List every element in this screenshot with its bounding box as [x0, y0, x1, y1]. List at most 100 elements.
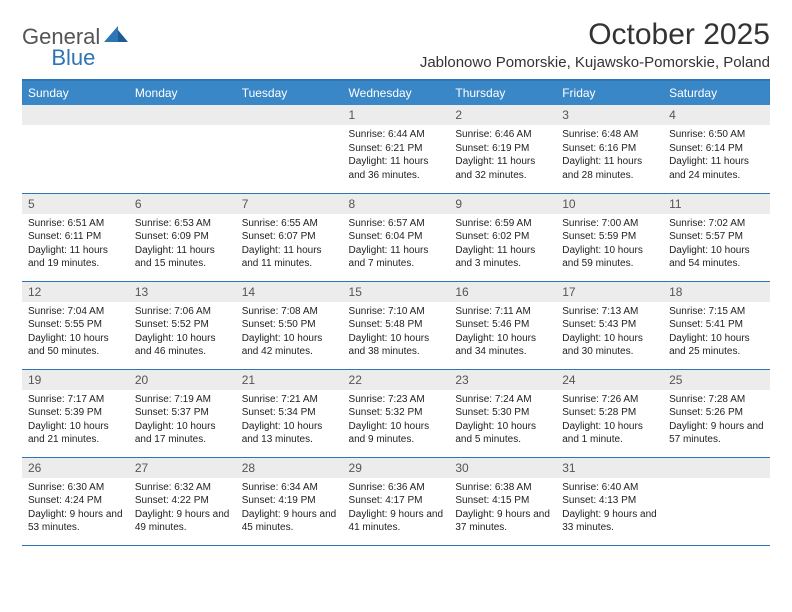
logo-icon — [104, 24, 130, 50]
day-number: 20 — [129, 370, 236, 390]
daylight-line: Daylight: 11 hours and 15 minutes. — [135, 244, 230, 271]
calendar-body: 1Sunrise: 6:44 AMSunset: 6:21 PMDaylight… — [22, 105, 770, 545]
sunset-line: Sunset: 5:28 PM — [562, 406, 657, 420]
day-details: Sunrise: 6:55 AMSunset: 6:07 PMDaylight:… — [236, 214, 343, 277]
sunset-line: Sunset: 6:04 PM — [349, 230, 444, 244]
daylight-line: Daylight: 10 hours and 13 minutes. — [242, 420, 337, 447]
daylight-line: Daylight: 10 hours and 25 minutes. — [669, 332, 764, 359]
day-number: 25 — [663, 370, 770, 390]
daylight-line: Daylight: 10 hours and 17 minutes. — [135, 420, 230, 447]
sunrise-line: Sunrise: 6:30 AM — [28, 481, 123, 495]
day-number: 23 — [449, 370, 556, 390]
day-number: 30 — [449, 458, 556, 478]
daynum-bar: 17 — [556, 282, 663, 302]
calendar-cell: 22Sunrise: 7:23 AMSunset: 5:32 PMDayligh… — [343, 369, 450, 457]
sunrise-line: Sunrise: 7:11 AM — [455, 305, 550, 319]
calendar-cell: 31Sunrise: 6:40 AMSunset: 4:13 PMDayligh… — [556, 457, 663, 545]
day-number: 28 — [236, 458, 343, 478]
sunset-line: Sunset: 4:17 PM — [349, 494, 444, 508]
sunrise-line: Sunrise: 6:48 AM — [562, 128, 657, 142]
sunrise-line: Sunrise: 7:23 AM — [349, 393, 444, 407]
daylight-line: Daylight: 9 hours and 33 minutes. — [562, 508, 657, 535]
daylight-line: Daylight: 10 hours and 1 minute. — [562, 420, 657, 447]
daynum-bar-empty — [663, 458, 770, 478]
day-details: Sunrise: 6:44 AMSunset: 6:21 PMDaylight:… — [343, 125, 450, 188]
daylight-line: Daylight: 11 hours and 3 minutes. — [455, 244, 550, 271]
day-details: Sunrise: 7:17 AMSunset: 5:39 PMDaylight:… — [22, 390, 129, 453]
sunset-line: Sunset: 5:30 PM — [455, 406, 550, 420]
sunset-line: Sunset: 4:19 PM — [242, 494, 337, 508]
calendar-cell: 28 Sunrise: 6:34 AMSunset: 4:19 PMDayligh… — [236, 457, 343, 545]
day-number: 26 — [22, 458, 129, 478]
daylight-line: Daylight: 10 hours and 54 minutes. — [669, 244, 764, 271]
sunset-line: Sunset: 5:59 PM — [562, 230, 657, 244]
daylight-line: Daylight: 11 hours and 7 minutes. — [349, 244, 444, 271]
day-details: Sunrise: 6:30 AMSunset: 4:24 PMDaylight:… — [22, 478, 129, 541]
daynum-bar: 26 — [22, 458, 129, 478]
day-details: Sunrise: 7:02 AMSunset: 5:57 PMDaylight:… — [663, 214, 770, 277]
day-details: Sunrise: 7:06 AMSunset: 5:52 PMDaylight:… — [129, 302, 236, 365]
daynum-bar: 9 — [449, 194, 556, 214]
calendar-cell: 2Sunrise: 6:46 AMSunset: 6:19 PMDaylight… — [449, 105, 556, 193]
calendar-cell: 15Sunrise: 7:10 AMSunset: 5:48 PMDayligh… — [343, 281, 450, 369]
header: General October 2025 — [22, 18, 770, 52]
daynum-bar: 7 — [236, 194, 343, 214]
day-details: Sunrise: 7:21 AMSunset: 5:34 PMDaylight:… — [236, 390, 343, 453]
sunset-line: Sunset: 6:19 PM — [455, 142, 550, 156]
sunrise-line: Sunrise: 6:38 AM — [455, 481, 550, 495]
sunset-line: Sunset: 5:52 PM — [135, 318, 230, 332]
sunset-line: Sunset: 5:34 PM — [242, 406, 337, 420]
daylight-line: Daylight: 11 hours and 19 minutes. — [28, 244, 123, 271]
sunset-line: Sunset: 4:22 PM — [135, 494, 230, 508]
day-number: 18 — [663, 282, 770, 302]
sunrise-line: Sunrise: 6:59 AM — [455, 217, 550, 231]
day-number: 13 — [129, 282, 236, 302]
day-header: Wednesday — [343, 80, 450, 105]
calendar-cell: 5Sunrise: 6:51 AMSunset: 6:11 PMDaylight… — [22, 193, 129, 281]
day-number: 7 — [236, 194, 343, 214]
logo-text-blue: Blue — [51, 45, 95, 71]
daylight-line: Daylight: 10 hours and 38 minutes. — [349, 332, 444, 359]
daynum-bar-empty — [22, 105, 129, 125]
sunrise-line: Sunrise: 6:57 AM — [349, 217, 444, 231]
sunset-line: Sunset: 5:46 PM — [455, 318, 550, 332]
sunrise-line: Sunrise: 7:08 AM — [242, 305, 337, 319]
daynum-bar: 5 — [22, 194, 129, 214]
sunset-line: Sunset: 6:14 PM — [669, 142, 764, 156]
daynum-bar: 19 — [22, 370, 129, 390]
sunrise-line: Sunrise: 7:04 AM — [28, 305, 123, 319]
calendar-cell — [129, 105, 236, 193]
sunrise-line: Sunrise: 6:44 AM — [349, 128, 444, 142]
daylight-line: Daylight: 10 hours and 34 minutes. — [455, 332, 550, 359]
daynum-bar: 13 — [129, 282, 236, 302]
daylight-line: Daylight: 9 hours and 45 minutes. — [242, 508, 337, 535]
day-number: 17 — [556, 282, 663, 302]
daylight-line: Daylight: 9 hours and 57 minutes. — [669, 420, 764, 447]
sunset-line: Sunset: 5:57 PM — [669, 230, 764, 244]
daylight-line: Daylight: 11 hours and 24 minutes. — [669, 155, 764, 182]
daynum-bar: 24 — [556, 370, 663, 390]
sunrise-line: Sunrise: 7:21 AM — [242, 393, 337, 407]
sunset-line: Sunset: 5:32 PM — [349, 406, 444, 420]
day-number: 19 — [22, 370, 129, 390]
day-details: Sunrise: 6:50 AMSunset: 6:14 PMDaylight:… — [663, 125, 770, 188]
calendar-week: 19Sunrise: 7:17 AMSunset: 5:39 PMDayligh… — [22, 369, 770, 457]
calendar-cell: 27Sunrise: 6:32 AMSunset: 4:22 PMDayligh… — [129, 457, 236, 545]
sunrise-line: Sunrise: 6:36 AM — [349, 481, 444, 495]
daynum-bar: 14 — [236, 282, 343, 302]
daynum-bar: 15 — [343, 282, 450, 302]
daynum-bar: 27 — [129, 458, 236, 478]
daylight-line: Daylight: 10 hours and 21 minutes. — [28, 420, 123, 447]
day-details: Sunrise: 6:46 AMSunset: 6:19 PMDaylight:… — [449, 125, 556, 188]
sunrise-line: Sunrise: 6:34 AM — [242, 481, 337, 495]
calendar-cell: 25Sunrise: 7:28 AMSunset: 5:26 PMDayligh… — [663, 369, 770, 457]
calendar-week: 1Sunrise: 6:44 AMSunset: 6:21 PMDaylight… — [22, 105, 770, 193]
daylight-line: Daylight: 11 hours and 11 minutes. — [242, 244, 337, 271]
day-details: Sunrise: 6:57 AMSunset: 6:04 PMDaylight:… — [343, 214, 450, 277]
calendar-cell: 11Sunrise: 7:02 AMSunset: 5:57 PMDayligh… — [663, 193, 770, 281]
calendar-cell: 13Sunrise: 7:06 AMSunset: 5:52 PMDayligh… — [129, 281, 236, 369]
sunrise-line: Sunrise: 7:17 AM — [28, 393, 123, 407]
sunset-line: Sunset: 5:43 PM — [562, 318, 657, 332]
calendar-cell: 1Sunrise: 6:44 AMSunset: 6:21 PMDaylight… — [343, 105, 450, 193]
logo-blue-row: Ge Blue — [22, 36, 95, 79]
